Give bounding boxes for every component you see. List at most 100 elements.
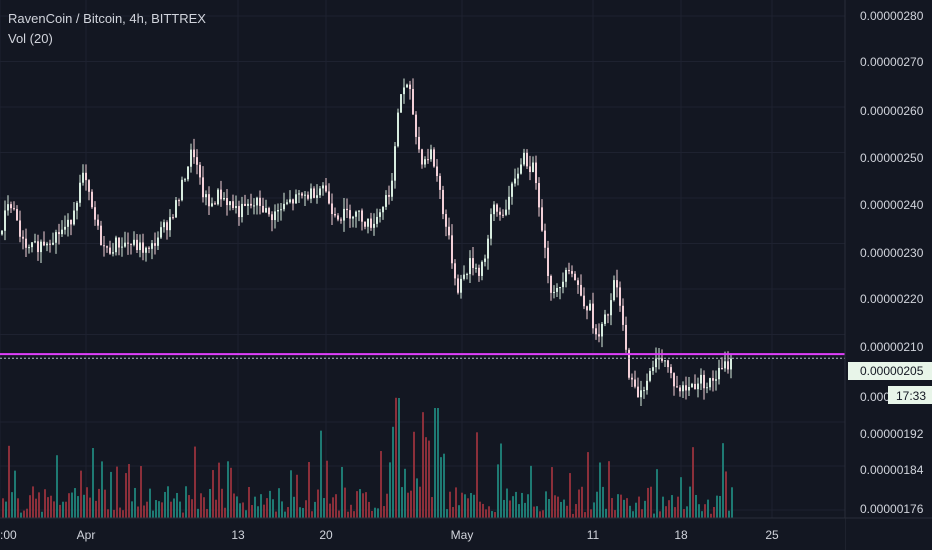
volume-bar	[578, 489, 580, 518]
volume-bar	[716, 495, 718, 518]
volume-bar	[326, 460, 328, 518]
candle-body	[265, 208, 267, 213]
candle-body	[616, 280, 618, 288]
candle-body	[190, 149, 192, 167]
volume-bar	[86, 487, 88, 518]
volume-bar	[257, 506, 259, 518]
candle-body	[7, 204, 9, 211]
candle-body	[151, 243, 153, 249]
candle-body	[637, 386, 639, 398]
candle-body	[559, 287, 561, 289]
candle-body	[4, 210, 6, 231]
candle-body	[430, 149, 432, 160]
candle-body	[22, 236, 24, 239]
volume-bar	[98, 488, 100, 518]
volume-bar	[146, 501, 148, 518]
candle-body	[124, 242, 126, 247]
volume-bar	[248, 486, 250, 518]
y-tick-label: 0.00000184	[860, 463, 924, 477]
candle-body	[199, 164, 201, 178]
volume-bar	[218, 462, 220, 518]
volume-bar	[593, 502, 595, 518]
candle-body	[370, 218, 372, 228]
candle-body	[457, 278, 459, 293]
volume-bar	[506, 488, 508, 518]
candle-body	[196, 157, 198, 165]
candle-body	[376, 216, 378, 224]
candle-body	[292, 199, 294, 204]
candle-body	[643, 390, 645, 392]
volume-bar	[467, 498, 469, 518]
candle-body	[523, 152, 525, 165]
candle-body	[703, 374, 705, 389]
candle-body	[604, 314, 606, 324]
volume-bar	[371, 511, 373, 518]
volume-bar	[320, 430, 322, 518]
volume-bar	[557, 496, 559, 518]
candle-body	[337, 215, 339, 220]
volume-bar	[329, 503, 331, 518]
candle-body	[52, 242, 54, 245]
candle-body	[103, 245, 105, 247]
candle-body	[343, 208, 345, 221]
volume-bar	[344, 487, 346, 518]
volume-bar	[524, 502, 526, 518]
candle-body	[244, 203, 246, 206]
volume-bar	[128, 464, 130, 518]
volume-bar	[689, 486, 691, 518]
candle-body	[187, 166, 189, 180]
volume-bar	[416, 478, 418, 518]
candle-body	[412, 88, 414, 115]
volume-bar	[503, 499, 505, 518]
candle-body	[469, 258, 471, 275]
volume-bar	[215, 499, 217, 518]
volume-bar	[23, 510, 25, 518]
candle-body	[94, 207, 96, 220]
volume-bar	[719, 495, 721, 518]
volume-bar	[113, 509, 115, 518]
candle-body	[568, 269, 570, 272]
volume-bar	[722, 443, 724, 518]
candle-body	[91, 191, 93, 208]
volume-bar	[452, 507, 454, 518]
candle-body	[73, 210, 75, 225]
current-price-label: 0.00000205	[860, 364, 924, 378]
volume-bar	[395, 397, 397, 518]
volume-bar	[299, 507, 301, 518]
volume-bar	[668, 500, 670, 518]
candle-body	[445, 214, 447, 227]
candle-body	[85, 172, 87, 181]
volume-bar	[68, 493, 70, 518]
volume-bar	[359, 489, 361, 518]
volume-bar	[143, 505, 145, 518]
candle-body	[493, 204, 495, 215]
candle-body	[463, 274, 465, 279]
volume-bar	[407, 492, 409, 518]
candle-body	[724, 361, 726, 369]
volume-bar	[617, 494, 619, 518]
volume-bar	[44, 489, 46, 518]
candle-body	[181, 179, 183, 201]
volume-bar	[674, 507, 676, 518]
volume-bar	[353, 511, 355, 518]
candle-body	[70, 219, 72, 225]
candle-body	[490, 214, 492, 239]
volume-bar	[365, 492, 367, 518]
candle-body	[727, 361, 729, 370]
candle-body	[355, 211, 357, 217]
candle-body	[526, 152, 528, 167]
volume-bar	[614, 510, 616, 518]
volume-bar	[728, 510, 730, 518]
candle-body	[718, 367, 720, 380]
candle-body	[223, 198, 225, 200]
candle-body	[574, 273, 576, 281]
candle-body	[295, 194, 297, 204]
candle-body	[508, 196, 510, 210]
volume-bar	[269, 490, 271, 518]
volume-bar	[530, 465, 532, 518]
volume-bar	[302, 507, 304, 518]
volume-bar	[188, 495, 190, 518]
candle-body	[706, 387, 708, 389]
